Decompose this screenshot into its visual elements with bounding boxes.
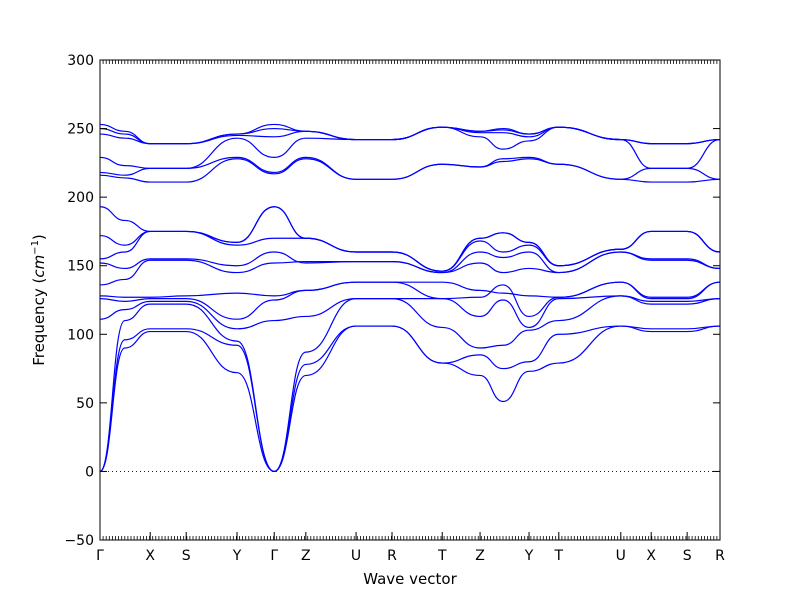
branch-line-14 [99,126,721,169]
x-tick-label: S [182,548,191,564]
y-tick-label: 250 [67,122,94,138]
y-tick-label: −50 [64,533,94,549]
y-axis-label-text: Frequency [30,288,48,366]
x-tick-label: Y [232,548,242,564]
y-tick-label: 100 [67,327,94,343]
branch-line-1 [99,325,721,473]
y-tick-label: 50 [76,396,94,412]
x-tick-label: U [616,548,626,564]
y-axis-ticks: −50 0 50 100 150 200 250 300 [64,53,720,549]
x-tick-label: X [145,548,155,564]
branch-line-11 [99,206,721,272]
branch-line-4 [99,295,721,330]
x-tick-label: X [646,548,656,564]
phonon-branches [99,123,721,473]
y-tick-label: 200 [67,190,94,206]
y-tick-label: 0 [85,464,94,480]
branch-line-5 [99,281,721,320]
plot-frame [99,59,721,541]
x-tick-label: Γ [96,548,104,564]
x-axis-label: Wave vector [363,570,457,588]
x-tick-label: R [387,548,397,564]
y-axis-unit-exponent: −1 [30,240,41,255]
branch-line-2 [99,325,721,473]
x-tick-label: T [437,548,447,564]
y-axis-unit: cm [30,255,48,278]
branch-line-6 [99,281,721,298]
branch-line-17 [99,123,721,145]
y-tick-label: 300 [67,53,94,69]
branch-line-13 [99,156,721,180]
x-tick-label: S [683,548,692,564]
branch-line-10 [99,206,721,272]
x-tick-label: Y [524,548,534,564]
x-tick-label: R [715,548,725,564]
y-axis-label: Frequency (cm−1) [30,234,48,366]
x-tick-label: Z [475,548,485,564]
x-tick-label: Γ [270,548,278,564]
branch-line-9 [99,230,721,272]
branch-line-3 [99,295,721,473]
x-tick-label: Z [301,548,311,564]
y-tick-label: 150 [67,259,94,275]
x-tick-label: T [554,548,564,564]
branch-line-8 [99,251,721,274]
x-tick-label: U [351,548,361,564]
